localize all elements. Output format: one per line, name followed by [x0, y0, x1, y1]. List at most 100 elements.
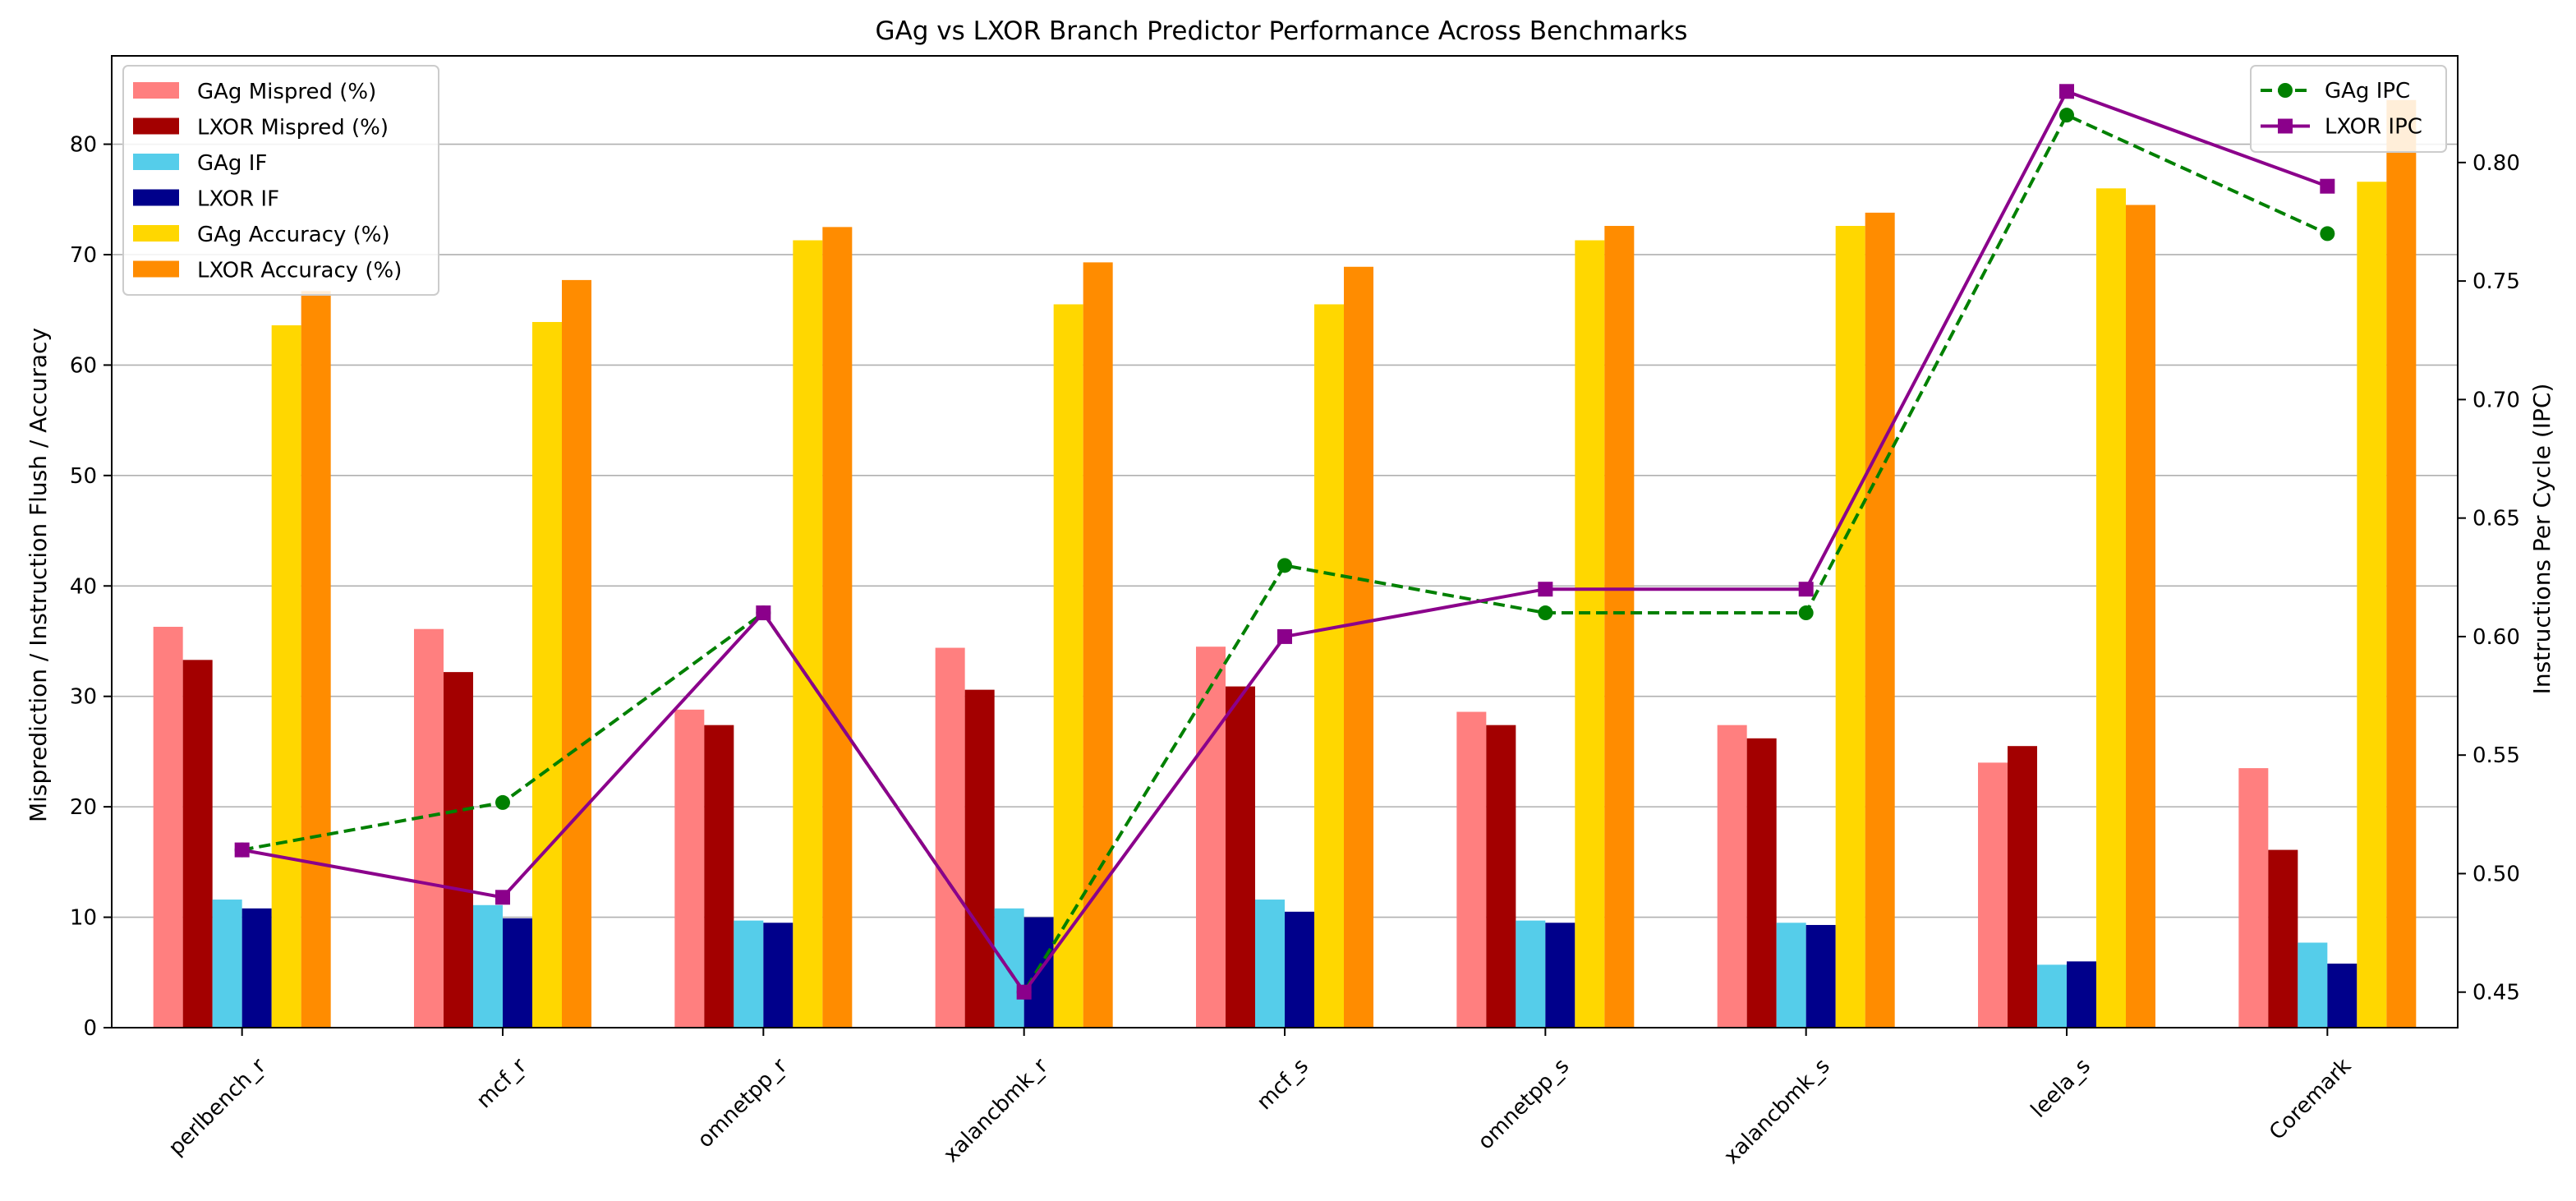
bar: [1545, 923, 1576, 1028]
bar: [1978, 762, 2008, 1028]
x-tick-label: perlbench_r: [164, 1054, 271, 1161]
legend-marker: [2278, 118, 2293, 134]
ipc-marker: [1798, 605, 1814, 621]
ipc-lines-group: [234, 84, 2335, 1000]
y2-tick-label: 0.60: [2472, 625, 2520, 650]
chart-title: GAg vs LXOR Branch Predictor Performance…: [876, 16, 1688, 46]
bar: [1776, 923, 1806, 1028]
bar: [473, 904, 503, 1028]
legend-label: LXOR IPC: [2325, 115, 2422, 140]
ipc-marker: [2320, 226, 2335, 242]
y-tick-label: 20: [70, 795, 97, 820]
bar: [1575, 240, 1605, 1028]
bar: [1314, 304, 1344, 1028]
legend-swatch: [133, 225, 179, 242]
bar: [2096, 188, 2126, 1028]
y-tick-label: 50: [70, 464, 97, 489]
bar: [704, 725, 734, 1028]
x-tick-label: xalancbmk_r: [939, 1054, 1053, 1168]
legend-label: GAg IPC: [2325, 79, 2410, 104]
bar: [1456, 711, 1487, 1028]
bar: [212, 900, 242, 1028]
bar: [182, 660, 213, 1028]
y-tick-label: 30: [70, 685, 97, 710]
bar: [562, 279, 591, 1028]
ipc-marker: [2059, 84, 2074, 99]
plot-frame: [111, 55, 2459, 1028]
ipc-marker: [495, 794, 510, 810]
ipc-line: [242, 113, 2329, 996]
bar: [242, 908, 272, 1028]
legend-bars-frame: [122, 65, 439, 296]
bar: [822, 227, 853, 1028]
y-tick-label: 80: [70, 133, 97, 158]
bar: [2126, 205, 2155, 1028]
bar: [935, 647, 965, 1028]
y-tick-label: 60: [70, 353, 97, 378]
ipc-marker: [756, 605, 771, 621]
ipc-marker: [1798, 582, 1814, 597]
legend-label: GAg Mispred (%): [197, 80, 376, 104]
y-tick-label: 70: [70, 243, 97, 268]
legend-swatch: [133, 117, 179, 135]
bar: [964, 689, 995, 1028]
ipc-marker: [2320, 178, 2335, 194]
bar: [793, 240, 823, 1028]
bar: [2327, 964, 2358, 1028]
bar: [153, 627, 183, 1028]
y2-tick-label: 0.80: [2472, 151, 2520, 176]
bar: [1746, 738, 1777, 1028]
x-tick-label: Coremark: [2265, 1054, 2356, 1145]
legend-marker: [2278, 83, 2293, 98]
bar: [2357, 182, 2387, 1028]
legend-lines-frame: [2250, 65, 2447, 153]
x-tick-label: mcf_s: [1252, 1054, 1313, 1115]
ipc-marker: [495, 890, 510, 905]
y-tick-label: 10: [70, 906, 97, 931]
ipc-marker: [1538, 582, 1553, 597]
bar: [2298, 942, 2328, 1028]
x-tick-label: omnetpp_r: [693, 1054, 793, 1153]
legend-label: GAg Accuracy (%): [197, 223, 390, 247]
y2-tick-label: 0.65: [2472, 507, 2520, 531]
legend-label: LXOR Accuracy (%): [197, 259, 402, 283]
x-tick-label: mcf_r: [472, 1054, 531, 1114]
bar: [1835, 226, 1865, 1028]
bar: [503, 918, 532, 1028]
bar: [1806, 924, 1836, 1028]
bar: [1285, 911, 1314, 1028]
bar: [1255, 900, 1285, 1028]
y-tick-label: 0: [83, 1016, 97, 1041]
y-tick-label: 40: [70, 574, 97, 599]
legend-label: GAg IF: [197, 151, 267, 176]
ipc-marker: [2059, 108, 2074, 123]
bar: [1226, 686, 1255, 1028]
y2-axis-label: Instructions Per Cycle (IPC): [2528, 384, 2555, 695]
y2-tick-label: 0.45: [2472, 981, 2520, 1005]
bar: [301, 291, 331, 1028]
bar: [763, 923, 794, 1028]
ipc-marker: [1538, 605, 1553, 621]
bar: [2037, 964, 2067, 1028]
x-tick-label: omnetpp_s: [1474, 1054, 1575, 1155]
legend-swatch: [133, 82, 179, 99]
bars-group: [153, 99, 2417, 1028]
y2-tick-label: 0.55: [2472, 743, 2520, 768]
ipc-marker: [1016, 984, 1032, 1000]
bar: [2008, 746, 2037, 1028]
bar: [2268, 849, 2298, 1028]
ipc-marker: [234, 842, 250, 858]
ipc-marker: [1277, 558, 1292, 573]
bar: [271, 325, 301, 1028]
bar: [1053, 304, 1083, 1028]
y2-tick-label: 0.50: [2472, 862, 2520, 886]
bar: [2238, 768, 2269, 1028]
bar: [532, 321, 562, 1028]
x-tick-label: leela_s: [2026, 1054, 2095, 1123]
legend-swatch: [133, 260, 179, 278]
bar: [414, 628, 444, 1028]
y-axis-label: Misprediction / Instruction Flush / Accu…: [25, 328, 52, 822]
y2-tick-label: 0.70: [2472, 388, 2520, 412]
bar: [2386, 99, 2417, 1028]
